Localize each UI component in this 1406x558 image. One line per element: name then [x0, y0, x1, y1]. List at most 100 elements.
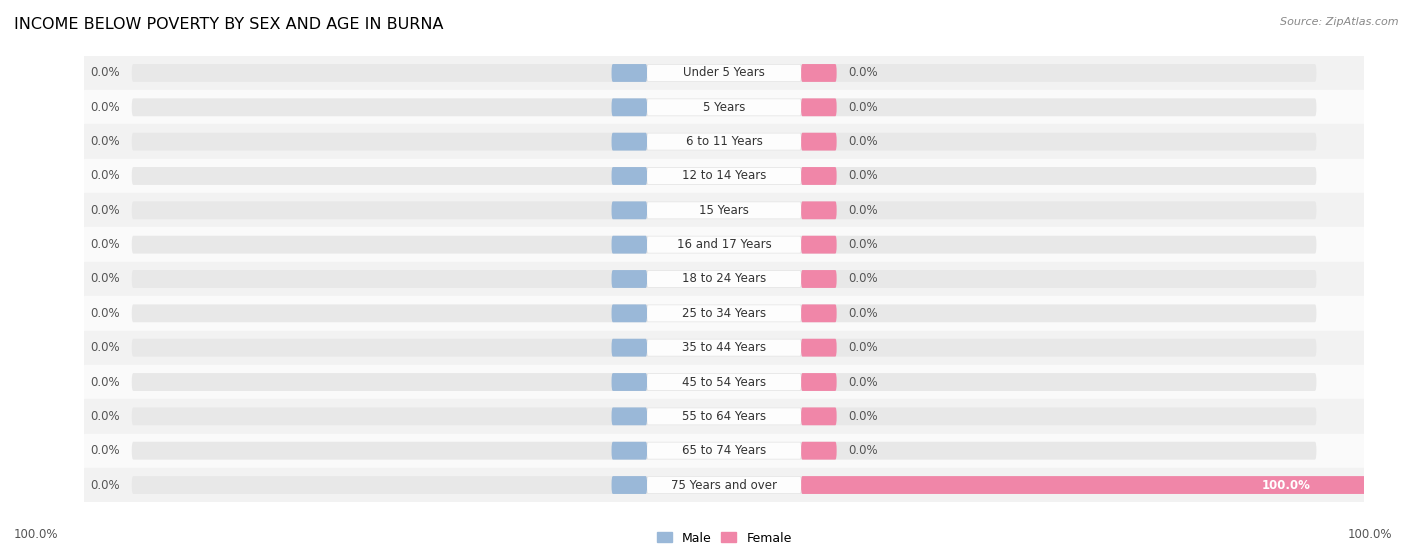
Text: 0.0%: 0.0% — [848, 101, 879, 114]
FancyBboxPatch shape — [612, 201, 647, 219]
FancyBboxPatch shape — [132, 270, 1316, 288]
FancyBboxPatch shape — [801, 373, 837, 391]
FancyBboxPatch shape — [612, 167, 647, 185]
Bar — [84, 468, 1364, 502]
FancyBboxPatch shape — [612, 407, 647, 425]
Text: 0.0%: 0.0% — [90, 341, 120, 354]
Text: 0.0%: 0.0% — [848, 307, 879, 320]
Text: 18 to 24 Years: 18 to 24 Years — [682, 272, 766, 286]
Text: 6 to 11 Years: 6 to 11 Years — [686, 135, 762, 148]
Text: 100.0%: 100.0% — [1347, 528, 1392, 541]
FancyBboxPatch shape — [612, 98, 647, 116]
Text: 16 and 17 Years: 16 and 17 Years — [676, 238, 772, 251]
Text: 0.0%: 0.0% — [90, 272, 120, 286]
FancyBboxPatch shape — [647, 99, 801, 116]
FancyBboxPatch shape — [132, 476, 1316, 494]
FancyBboxPatch shape — [801, 339, 837, 357]
FancyBboxPatch shape — [132, 201, 1316, 219]
Text: 0.0%: 0.0% — [848, 376, 879, 388]
Text: 0.0%: 0.0% — [848, 341, 879, 354]
Text: 0.0%: 0.0% — [90, 444, 120, 457]
FancyBboxPatch shape — [801, 442, 837, 460]
FancyBboxPatch shape — [612, 133, 647, 151]
FancyBboxPatch shape — [647, 203, 801, 218]
Bar — [84, 262, 1364, 296]
FancyBboxPatch shape — [801, 167, 837, 185]
FancyBboxPatch shape — [647, 133, 801, 150]
Text: 0.0%: 0.0% — [848, 238, 879, 251]
FancyBboxPatch shape — [801, 270, 837, 288]
FancyBboxPatch shape — [612, 270, 647, 288]
Bar — [84, 228, 1364, 262]
FancyBboxPatch shape — [132, 133, 1316, 151]
Text: 0.0%: 0.0% — [90, 376, 120, 388]
FancyBboxPatch shape — [647, 65, 801, 81]
Text: 0.0%: 0.0% — [90, 170, 120, 182]
FancyBboxPatch shape — [647, 374, 801, 390]
FancyBboxPatch shape — [612, 476, 647, 494]
Text: 0.0%: 0.0% — [848, 66, 879, 79]
Text: 100.0%: 100.0% — [1261, 479, 1310, 492]
FancyBboxPatch shape — [612, 305, 647, 323]
Bar — [84, 124, 1364, 159]
Text: 0.0%: 0.0% — [90, 66, 120, 79]
Text: INCOME BELOW POVERTY BY SEX AND AGE IN BURNA: INCOME BELOW POVERTY BY SEX AND AGE IN B… — [14, 17, 443, 32]
Text: 0.0%: 0.0% — [90, 238, 120, 251]
FancyBboxPatch shape — [132, 407, 1316, 425]
Bar — [84, 434, 1364, 468]
FancyBboxPatch shape — [801, 133, 837, 151]
Bar — [84, 90, 1364, 124]
Legend: Male, Female: Male, Female — [651, 527, 797, 550]
Text: 0.0%: 0.0% — [848, 444, 879, 457]
Text: Under 5 Years: Under 5 Years — [683, 66, 765, 79]
Text: 55 to 64 Years: 55 to 64 Years — [682, 410, 766, 423]
FancyBboxPatch shape — [612, 373, 647, 391]
Text: 0.0%: 0.0% — [848, 135, 879, 148]
FancyBboxPatch shape — [801, 235, 837, 253]
FancyBboxPatch shape — [132, 64, 1316, 82]
Text: 0.0%: 0.0% — [848, 170, 879, 182]
Text: 12 to 14 Years: 12 to 14 Years — [682, 170, 766, 182]
FancyBboxPatch shape — [612, 235, 647, 253]
Bar — [84, 365, 1364, 399]
Text: 15 Years: 15 Years — [699, 204, 749, 217]
FancyBboxPatch shape — [801, 305, 837, 323]
FancyBboxPatch shape — [132, 305, 1316, 323]
Text: 0.0%: 0.0% — [90, 307, 120, 320]
Text: 100.0%: 100.0% — [14, 528, 59, 541]
Text: 35 to 44 Years: 35 to 44 Years — [682, 341, 766, 354]
FancyBboxPatch shape — [132, 442, 1316, 460]
FancyBboxPatch shape — [801, 476, 1393, 494]
Bar — [84, 193, 1364, 228]
Text: 0.0%: 0.0% — [90, 479, 120, 492]
FancyBboxPatch shape — [132, 339, 1316, 357]
Bar — [84, 399, 1364, 434]
Bar — [84, 296, 1364, 330]
Text: 0.0%: 0.0% — [90, 410, 120, 423]
FancyBboxPatch shape — [612, 64, 647, 82]
FancyBboxPatch shape — [612, 339, 647, 357]
Text: 0.0%: 0.0% — [848, 410, 879, 423]
FancyBboxPatch shape — [801, 98, 837, 116]
FancyBboxPatch shape — [647, 442, 801, 459]
Text: 0.0%: 0.0% — [848, 272, 879, 286]
Text: 25 to 34 Years: 25 to 34 Years — [682, 307, 766, 320]
Text: 5 Years: 5 Years — [703, 101, 745, 114]
Text: 0.0%: 0.0% — [848, 204, 879, 217]
Text: 65 to 74 Years: 65 to 74 Years — [682, 444, 766, 457]
FancyBboxPatch shape — [612, 442, 647, 460]
FancyBboxPatch shape — [132, 235, 1316, 253]
FancyBboxPatch shape — [647, 237, 801, 253]
Text: 0.0%: 0.0% — [90, 204, 120, 217]
FancyBboxPatch shape — [801, 64, 837, 82]
Bar — [84, 56, 1364, 90]
Text: 75 Years and over: 75 Years and over — [671, 479, 778, 492]
FancyBboxPatch shape — [647, 271, 801, 287]
Text: 0.0%: 0.0% — [90, 135, 120, 148]
FancyBboxPatch shape — [647, 168, 801, 184]
FancyBboxPatch shape — [132, 373, 1316, 391]
FancyBboxPatch shape — [132, 167, 1316, 185]
FancyBboxPatch shape — [647, 477, 801, 493]
Text: Source: ZipAtlas.com: Source: ZipAtlas.com — [1281, 17, 1399, 27]
Bar — [84, 159, 1364, 193]
